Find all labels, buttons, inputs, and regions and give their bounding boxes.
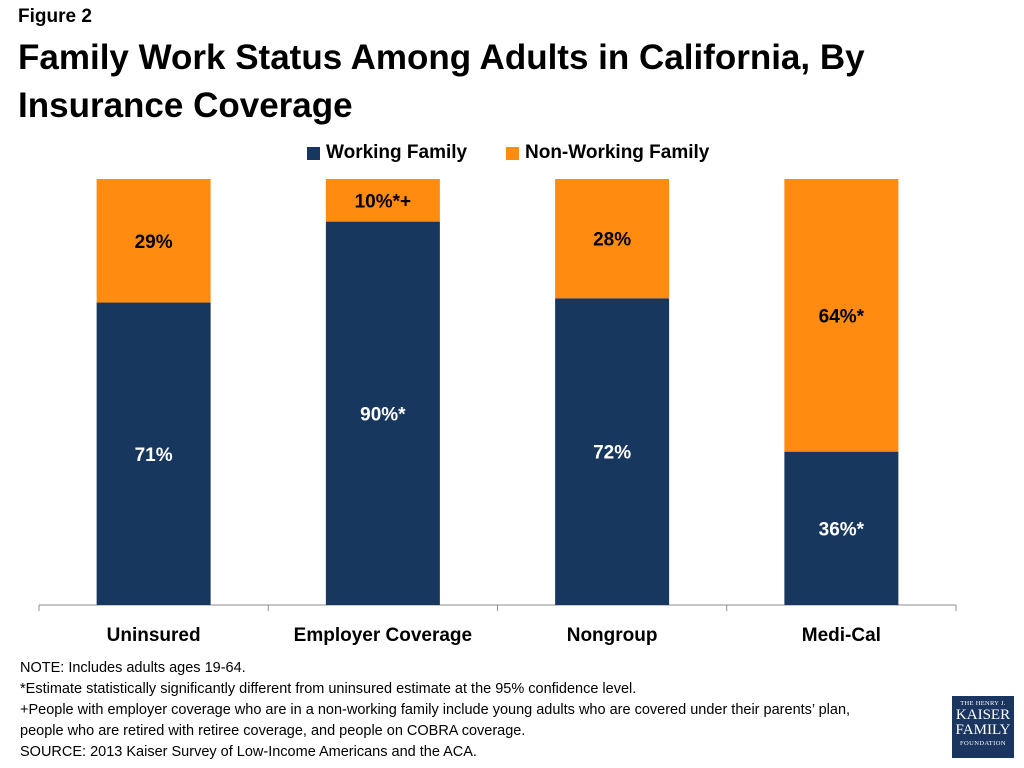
legend-item-working-family: Working Family xyxy=(307,142,467,164)
note-line: NOTE: Includes adults ages 19-64. xyxy=(20,660,246,676)
legend-item-non-working-family: Non-Working Family xyxy=(506,142,709,164)
bar-working-family-nongroup xyxy=(555,298,670,605)
x-tick-label-employer-coverage: Employer Coverage xyxy=(294,625,472,646)
bar-working-family-uninsured xyxy=(96,302,211,605)
chart-notes: NOTE: Includes adults ages 19-64. *Estim… xyxy=(20,658,940,763)
chart-title: Family Work Status Among Adults in Calif… xyxy=(18,38,865,125)
legend-swatch-working-family xyxy=(307,146,320,160)
bar-non-working-family-medi-cal xyxy=(784,179,899,452)
logo-line: KAISER xyxy=(955,707,1011,723)
bar-working-family-employer-coverage xyxy=(325,221,440,605)
stacked-bar-chart: 71% 29% Uninsured 90%* 10%*+ Employer Coverag… xyxy=(38,179,957,646)
figure-label: Figure 2 xyxy=(18,6,92,27)
logo-line: THE HENRY J. xyxy=(960,700,1006,707)
logo-line: FAMILY xyxy=(955,722,1011,738)
bar-non-working-family-employer-coverage xyxy=(325,179,440,222)
x-tick-label-uninsured: Uninsured xyxy=(107,625,201,646)
data-label-non-working-family-medi-cal: 64%* xyxy=(819,306,865,327)
logo-line: FOUNDATION xyxy=(960,740,1006,747)
note-line: +People with employer coverage who are i… xyxy=(20,702,851,718)
data-label-working-family-nongroup: 72% xyxy=(593,443,631,464)
note-line: *Estimate statistically significantly di… xyxy=(20,681,637,697)
note-line: people who are retired with retiree cove… xyxy=(20,723,526,739)
data-label-working-family-employer-coverage: 90%* xyxy=(360,404,406,425)
data-label-non-working-family-employer-coverage: 10%*+ xyxy=(355,191,412,212)
data-label-working-family-uninsured: 71% xyxy=(135,445,173,466)
bar-non-working-family-nongroup xyxy=(555,179,670,299)
bar-non-working-family-uninsured xyxy=(96,179,211,303)
legend-label-non-working-family: Non-Working Family xyxy=(525,142,710,163)
data-label-non-working-family-nongroup: 28% xyxy=(593,230,631,251)
chart-legend: Working Family Non-Working Family xyxy=(0,142,1024,168)
data-label-non-working-family-uninsured: 29% xyxy=(135,232,173,253)
source-line: SOURCE: 2013 Kaiser Survey of Low-Income… xyxy=(20,744,477,760)
x-tick-label-nongroup: Nongroup xyxy=(567,625,658,646)
legend-swatch-non-working-family xyxy=(506,146,519,160)
x-tick-label-medi-cal: Medi-Cal xyxy=(802,625,881,646)
bar-working-family-medi-cal xyxy=(784,451,899,605)
kff-logo: THE HENRY J. KAISER FAMILY FOUNDATION xyxy=(952,696,1014,758)
data-label-working-family-medi-cal: 36%* xyxy=(819,519,865,540)
legend-label-working-family: Working Family xyxy=(326,142,468,163)
